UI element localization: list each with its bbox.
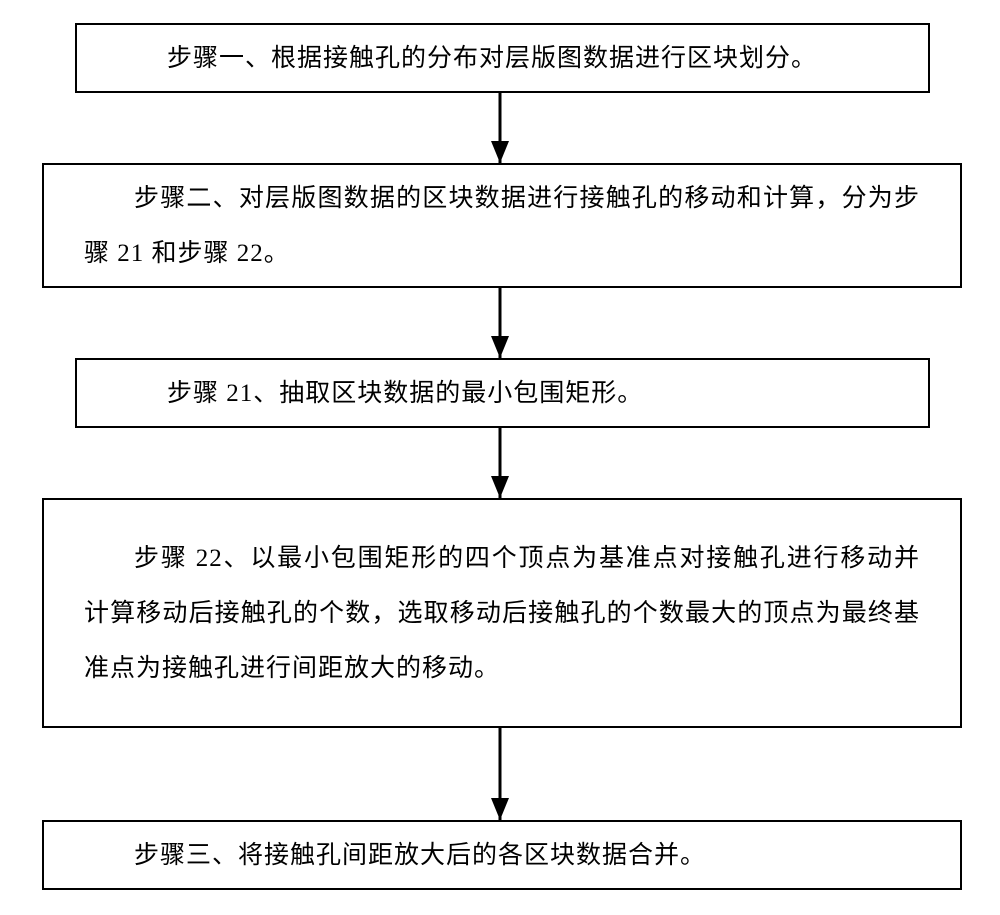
flow-node-step22: 步骤 22、以最小包围矩形的四个顶点为基准点对接触孔进行移动并计算移动后接触孔的… [42,498,962,728]
flow-node-text: 步骤二、对层版图数据的区块数据进行接触孔的移动和计算，分为步骤 21 和步骤 2… [44,171,960,281]
flow-node-text: 步骤 21、抽取区块数据的最小包围矩形。 [77,366,928,421]
flow-node-step3: 步骤三、将接触孔间距放大后的各区块数据合并。 [42,820,962,890]
flow-node-step2: 步骤二、对层版图数据的区块数据进行接触孔的移动和计算，分为步骤 21 和步骤 2… [42,163,962,288]
flowchart-canvas: 步骤一、根据接触孔的分布对层版图数据进行区块划分。步骤二、对层版图数据的区块数据… [0,0,1000,915]
flow-node-text: 步骤一、根据接触孔的分布对层版图数据进行区块划分。 [77,31,928,86]
flow-node-step21: 步骤 21、抽取区块数据的最小包围矩形。 [75,358,930,428]
flow-node-text: 步骤三、将接触孔间距放大后的各区块数据合并。 [44,828,960,883]
flow-node-text: 步骤 22、以最小包围矩形的四个顶点为基准点对接触孔进行移动并计算移动后接触孔的… [44,531,960,696]
arrows-layer [0,0,1000,915]
flow-node-step1: 步骤一、根据接触孔的分布对层版图数据进行区块划分。 [75,23,930,93]
